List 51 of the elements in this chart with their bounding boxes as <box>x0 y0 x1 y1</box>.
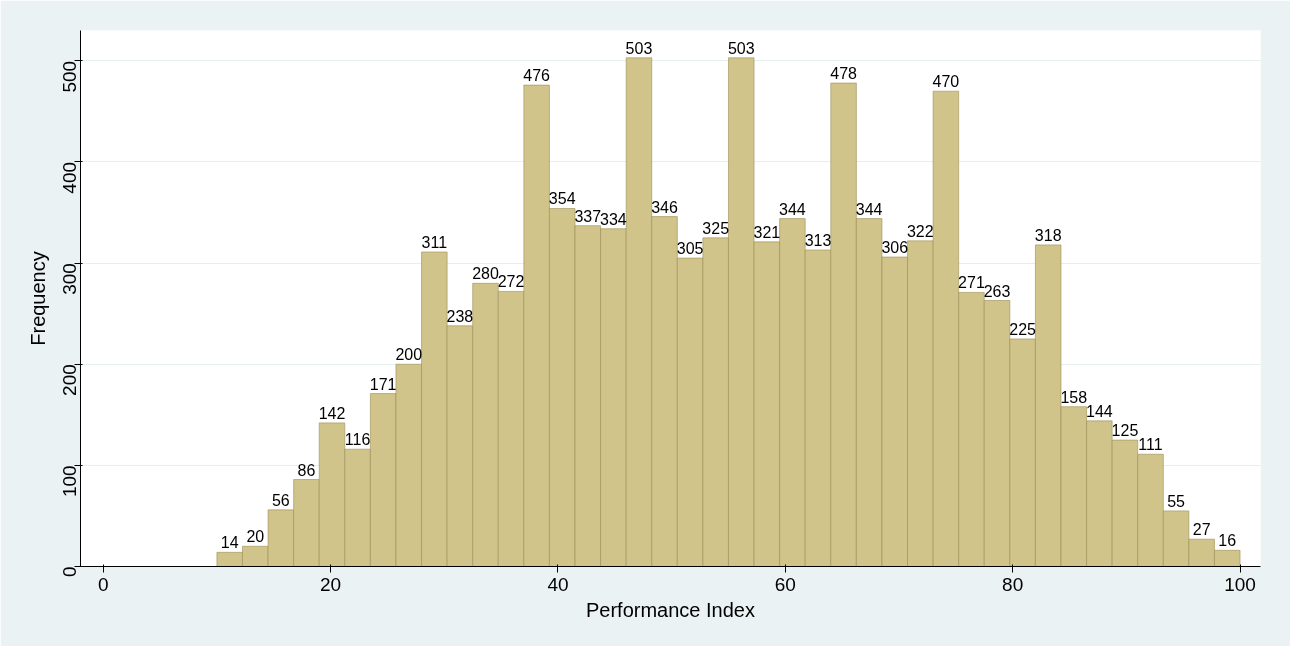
data-label: 142 <box>318 404 346 422</box>
x-axis-title: Performance Index <box>586 598 755 621</box>
y-tick-label: 400 <box>59 161 80 194</box>
data-label: 86 <box>297 461 316 479</box>
data-label: 158 <box>1060 388 1088 406</box>
data-label: 116 <box>344 431 371 449</box>
data-label: 271 <box>958 274 985 292</box>
data-label: 280 <box>472 265 499 283</box>
data-label: 306 <box>881 239 909 257</box>
data-label: 14 <box>220 534 239 552</box>
data-label: 503 <box>727 39 755 57</box>
x-tick-label: 80 <box>1002 573 1024 595</box>
y-tick-label: 100 <box>59 465 80 498</box>
y-tick-label: 200 <box>59 364 80 396</box>
y-tick-label: 300 <box>59 263 80 295</box>
data-label: 56 <box>271 491 290 509</box>
data-label: 318 <box>1034 226 1062 244</box>
data-label: 263 <box>983 282 1011 300</box>
data-label: 171 <box>369 375 397 393</box>
data-label: 20 <box>246 528 265 546</box>
data-label: 305 <box>676 240 704 258</box>
data-label: 55 <box>1167 492 1186 510</box>
data-label: 225 <box>1009 320 1037 338</box>
data-label: 325 <box>702 219 730 237</box>
y-tick-label: 500 <box>59 60 80 93</box>
data-label: 16 <box>1218 532 1237 550</box>
data-label: 344 <box>855 200 883 218</box>
data-label: 27 <box>1192 521 1211 539</box>
data-label: 111 <box>1138 436 1163 454</box>
data-label: 346 <box>651 198 678 216</box>
data-label: 334 <box>600 210 627 228</box>
data-label: 344 <box>779 200 806 218</box>
x-tick-label: 40 <box>547 573 569 595</box>
x-tick-label: 100 <box>1224 573 1256 595</box>
x-tick-label: 60 <box>774 573 796 595</box>
y-axis-title: Frequency <box>26 251 49 346</box>
data-label: 144 <box>1086 402 1113 420</box>
data-label: 322 <box>906 222 934 240</box>
data-label: 311 <box>421 233 448 251</box>
data-label: 354 <box>548 190 576 208</box>
data-label: 476 <box>523 67 551 85</box>
data-label: 125 <box>1111 422 1139 440</box>
x-tick-label: 0 <box>97 573 109 595</box>
data-label: 313 <box>804 231 832 249</box>
data-label: 503 <box>625 39 653 57</box>
data-label: 238 <box>446 307 474 325</box>
x-tick-label: 20 <box>320 573 342 595</box>
data-label: 200 <box>395 346 423 364</box>
data-label: 470 <box>932 73 960 91</box>
data-label: 321 <box>753 223 781 241</box>
data-label: 478 <box>830 65 858 83</box>
